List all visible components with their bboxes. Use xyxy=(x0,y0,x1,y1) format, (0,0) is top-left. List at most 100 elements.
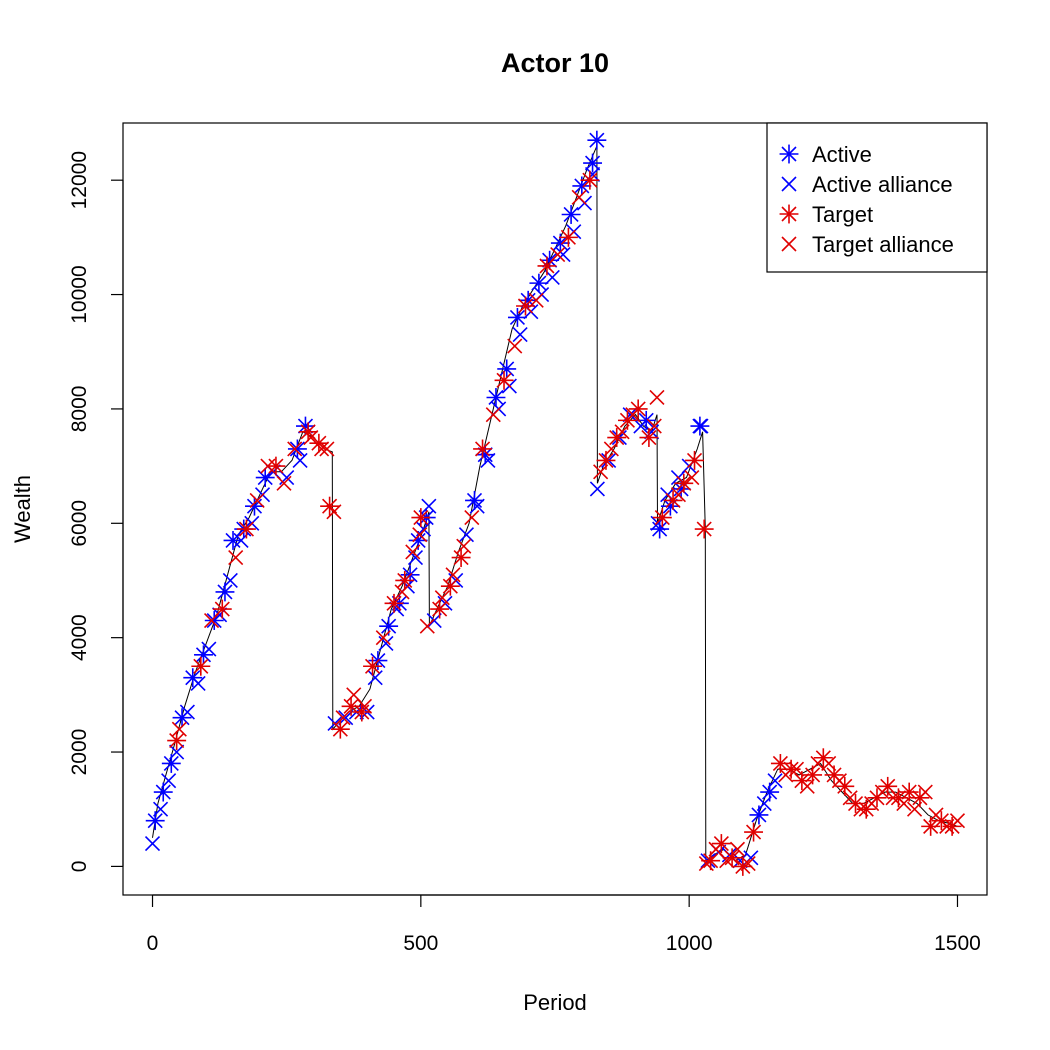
target-point xyxy=(652,508,672,528)
active-alliance-point xyxy=(469,498,485,514)
active-alliance-point xyxy=(367,670,383,686)
active-alliance-point xyxy=(161,773,177,789)
y-tick-label: 4000 xyxy=(68,614,91,661)
target-point xyxy=(473,439,493,459)
y-tick-label: 8000 xyxy=(68,386,91,433)
y-tick-label: 0 xyxy=(68,861,91,873)
legend-box xyxy=(766,122,988,273)
legend-marker xyxy=(781,236,797,252)
active-point xyxy=(507,307,527,327)
target-point xyxy=(494,370,514,390)
active-alliance-point xyxy=(767,773,783,789)
active-point xyxy=(583,153,603,173)
data-points xyxy=(144,130,966,876)
active-alliance-point xyxy=(756,795,772,812)
target-alliance-point xyxy=(412,527,428,543)
target-alliance-point xyxy=(684,469,700,486)
y-tick-label: 2000 xyxy=(68,729,91,776)
target-point xyxy=(639,428,659,447)
y-tick-label: 12000 xyxy=(68,151,91,209)
legend-marker xyxy=(779,144,799,164)
target-alliance-point xyxy=(434,590,450,606)
legend-label: Target alliance xyxy=(812,232,954,257)
target-point xyxy=(363,656,382,676)
legend-label: Target xyxy=(812,202,873,227)
target-alliance-point xyxy=(313,441,330,457)
active-point xyxy=(465,490,484,510)
legend-marker xyxy=(781,176,797,192)
target-alliance-point xyxy=(528,292,544,308)
x-tick-label: 1000 xyxy=(666,932,713,955)
target-alliance-point xyxy=(405,544,421,560)
target-alliance-point xyxy=(670,487,686,503)
target-alliance-point xyxy=(571,189,587,205)
active-alliance-point xyxy=(512,327,528,343)
active-point xyxy=(749,805,769,825)
target-alliance-point xyxy=(649,389,665,406)
target-alliance-point xyxy=(485,407,501,423)
chart-title: Actor 10 xyxy=(501,48,609,78)
target-alliance-point xyxy=(326,504,342,520)
active-point xyxy=(561,205,581,224)
target-point xyxy=(674,473,694,493)
target-point xyxy=(266,456,286,476)
active-alliance-point xyxy=(633,418,649,434)
target-point xyxy=(191,656,211,676)
target-alliance-point xyxy=(646,418,662,434)
active-point xyxy=(529,273,549,293)
target-alliance-point xyxy=(625,407,641,423)
target-point xyxy=(320,496,340,516)
target-alliance-point xyxy=(276,475,292,491)
target-alliance-point xyxy=(593,464,609,480)
target-alliance-point xyxy=(831,773,847,789)
target-alliance-point xyxy=(419,618,435,634)
target-alliance-point xyxy=(906,801,923,817)
target-alliance-point xyxy=(614,424,630,440)
target-alliance-point xyxy=(456,538,472,554)
target-alliance-point xyxy=(287,441,303,457)
target-alliance-point xyxy=(171,721,187,737)
target-alliance-point xyxy=(698,855,714,872)
active-point xyxy=(287,439,307,459)
active-alliance-point xyxy=(169,744,185,760)
target-alliance-point xyxy=(885,790,901,806)
target-alliance-point xyxy=(445,567,461,583)
target-alliance-point xyxy=(949,813,966,829)
active-alliance-point xyxy=(378,635,394,651)
active-alliance-point xyxy=(292,452,308,468)
target-alliance-point xyxy=(507,338,523,354)
target-alliance-point xyxy=(228,550,244,566)
x-axis-label: Period xyxy=(523,990,587,1015)
target-point xyxy=(384,593,404,613)
target-alliance-point xyxy=(810,755,826,772)
x-tick-label: 500 xyxy=(403,932,438,955)
active-alliance-point xyxy=(190,675,206,691)
x-tick-label: 0 xyxy=(147,932,159,955)
target-alliance-point xyxy=(896,795,912,812)
active-alliance-point xyxy=(421,498,437,514)
target-alliance-point xyxy=(778,767,794,783)
target-point xyxy=(694,519,714,539)
target-alliance-point xyxy=(319,441,335,457)
active-alliance-point xyxy=(407,550,424,566)
y-tick-label: 6000 xyxy=(68,500,91,547)
active-alliance-point xyxy=(201,641,217,657)
active-point xyxy=(161,754,181,773)
target-point xyxy=(899,782,919,802)
target-point xyxy=(558,227,578,247)
target-alliance-point xyxy=(335,710,351,726)
x-tick-label: 1500 xyxy=(934,932,981,955)
legend: Active Active alliance Target Target allian… xyxy=(766,122,988,273)
active-alliance-point xyxy=(589,481,605,497)
target-point xyxy=(744,822,764,842)
target-alliance-point xyxy=(799,778,815,794)
target-alliance-point xyxy=(464,510,480,526)
active-point xyxy=(587,130,607,150)
target-point xyxy=(580,170,600,190)
target-point xyxy=(352,702,372,722)
y-tick-label: 10000 xyxy=(68,265,91,323)
target-alliance-point xyxy=(375,630,391,646)
active-point xyxy=(497,359,517,379)
target-alliance-point xyxy=(788,761,805,777)
